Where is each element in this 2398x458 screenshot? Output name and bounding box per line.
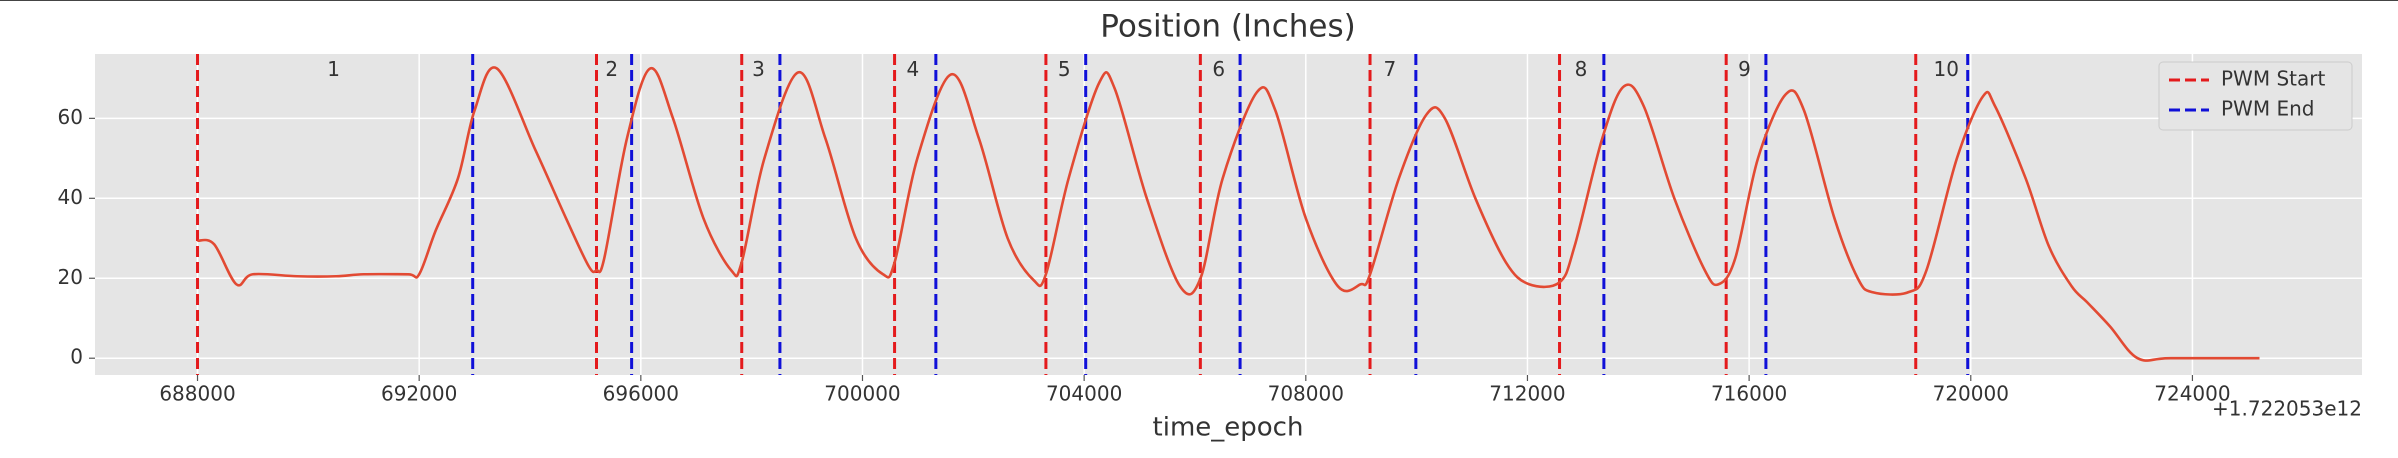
cycle-label: 5 <box>1058 57 1071 81</box>
cycle-label: 7 <box>1383 57 1396 81</box>
x-tick-label: 708000 <box>1268 382 1344 406</box>
data-line <box>197 66 2260 362</box>
x-offset-label: +1.722053e12 <box>2212 397 2362 421</box>
cycle-label: 8 <box>1575 57 1588 81</box>
x-tick-label: 724000 <box>2154 382 2230 406</box>
x-tick-label: 688000 <box>159 382 235 406</box>
cycle-label: 1 <box>327 57 340 81</box>
y-tick-label: 40 <box>58 185 83 209</box>
y-tick-label: 60 <box>58 105 83 129</box>
x-tick-label: 704000 <box>1046 382 1122 406</box>
x-tick-label: 692000 <box>381 382 457 406</box>
cycle-label: 9 <box>1738 57 1751 81</box>
x-tick-label: 700000 <box>824 382 900 406</box>
y-tick-label: 0 <box>70 345 83 369</box>
x-tick-label: 716000 <box>1711 382 1787 406</box>
cycle-label: 2 <box>605 57 618 81</box>
legend-label: PWM Start <box>2221 67 2325 91</box>
cycle-label: 6 <box>1212 57 1225 81</box>
legend-label: PWM End <box>2221 97 2314 121</box>
cycle-label: 4 <box>907 57 920 81</box>
cycle-label: 3 <box>752 57 765 81</box>
chart-title: Position (Inches) <box>1100 9 1355 45</box>
x-tick-label: 720000 <box>1933 382 2009 406</box>
cycle-label: 10 <box>1934 57 1959 81</box>
x-tick-label: 696000 <box>603 382 679 406</box>
plot-background <box>95 54 2362 375</box>
y-tick-label: 20 <box>58 265 83 289</box>
x-axis-label: time_epoch <box>1153 413 1304 443</box>
x-tick-label: 712000 <box>1489 382 1565 406</box>
